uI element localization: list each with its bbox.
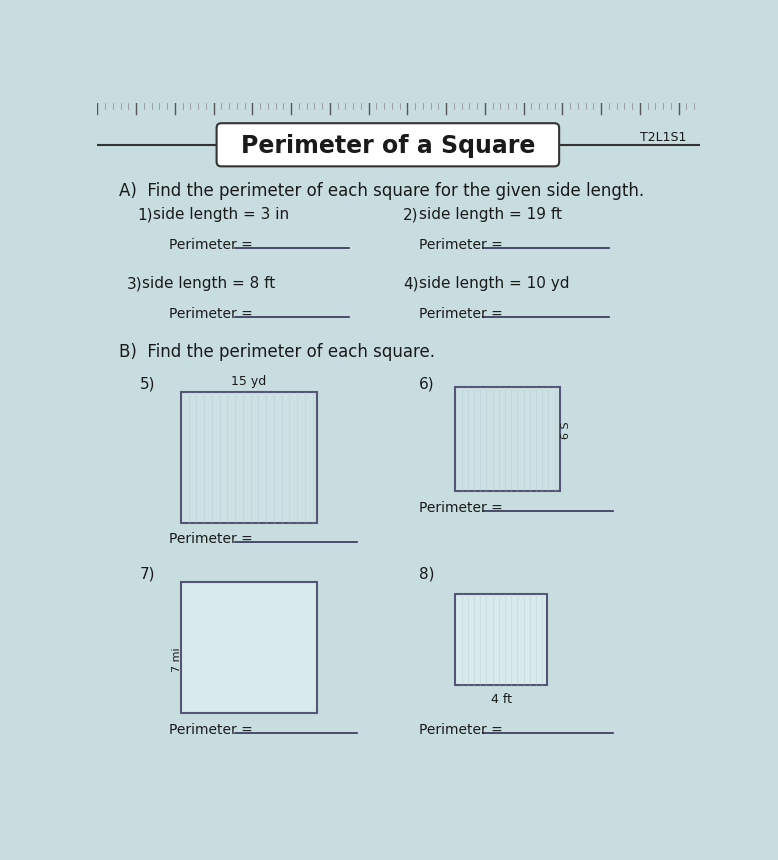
Text: 6 S: 6 S	[561, 421, 571, 439]
Text: side length = 10 yd: side length = 10 yd	[419, 276, 569, 292]
Text: 4 ft: 4 ft	[490, 693, 511, 706]
Text: Perimeter of a Square: Perimeter of a Square	[240, 133, 535, 157]
Text: 2): 2)	[403, 207, 419, 222]
Text: Perimeter =: Perimeter =	[419, 723, 507, 737]
Bar	[181, 392, 317, 523]
Text: side length = 8 ft: side length = 8 ft	[142, 276, 275, 292]
Text: 4): 4)	[403, 276, 419, 292]
Text: Perimeter =: Perimeter =	[419, 307, 507, 322]
Text: 15 yd: 15 yd	[231, 375, 266, 388]
Text: 7): 7)	[140, 567, 156, 581]
Text: Perimeter =: Perimeter =	[419, 501, 507, 515]
FancyBboxPatch shape	[216, 123, 559, 166]
Text: Perimeter =: Perimeter =	[169, 238, 257, 252]
Text: 3): 3)	[127, 276, 142, 292]
Text: T2L1S1: T2L1S1	[640, 131, 686, 144]
Bar	[455, 386, 560, 490]
Text: 6): 6)	[419, 377, 434, 391]
Text: Perimeter =: Perimeter =	[419, 238, 507, 252]
Text: Perimeter =: Perimeter =	[169, 532, 257, 546]
Text: Perimeter =: Perimeter =	[169, 723, 257, 737]
Text: Perimeter =: Perimeter =	[169, 307, 257, 322]
Text: side length = 19 ft: side length = 19 ft	[419, 207, 562, 222]
Text: B)  Find the perimeter of each square.: B) Find the perimeter of each square.	[119, 343, 435, 361]
Text: side length = 3 in: side length = 3 in	[153, 207, 289, 222]
Text: 7 mi: 7 mi	[172, 648, 182, 673]
Text: 5): 5)	[140, 377, 156, 391]
Bar	[455, 594, 547, 685]
Bar	[181, 582, 317, 713]
Text: 1): 1)	[138, 207, 153, 222]
Text: 8): 8)	[419, 567, 434, 581]
Text: A)  Find the perimeter of each square for the given side length.: A) Find the perimeter of each square for…	[119, 181, 644, 200]
